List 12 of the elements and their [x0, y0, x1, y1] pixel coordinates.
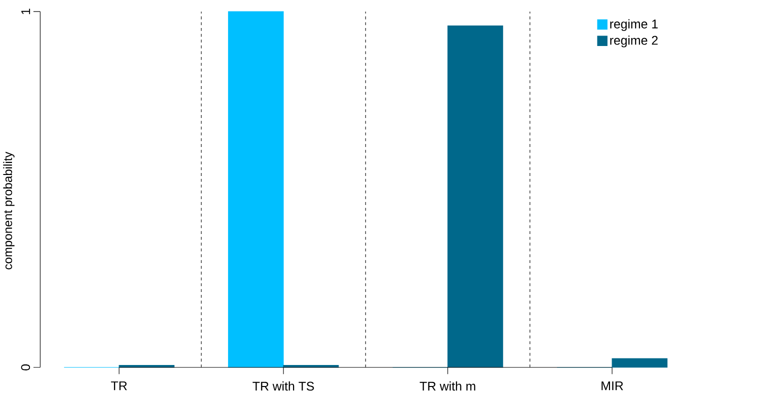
bar — [447, 26, 504, 368]
y-axis-title: component probability — [3, 152, 14, 270]
x-tick-label: TR with m — [420, 381, 476, 391]
x-tick-label: TR with TS — [252, 381, 314, 391]
bar — [228, 11, 284, 368]
x-tick-label: TR — [111, 381, 127, 390]
y-tick-label: 1 — [21, 8, 30, 14]
bar — [612, 358, 668, 368]
y-tick-label: 0 — [21, 364, 30, 370]
x-tick-label: MIR — [602, 381, 624, 390]
legend-label: regime 2 — [610, 36, 658, 48]
legend-label: regime 1 — [610, 19, 658, 31]
